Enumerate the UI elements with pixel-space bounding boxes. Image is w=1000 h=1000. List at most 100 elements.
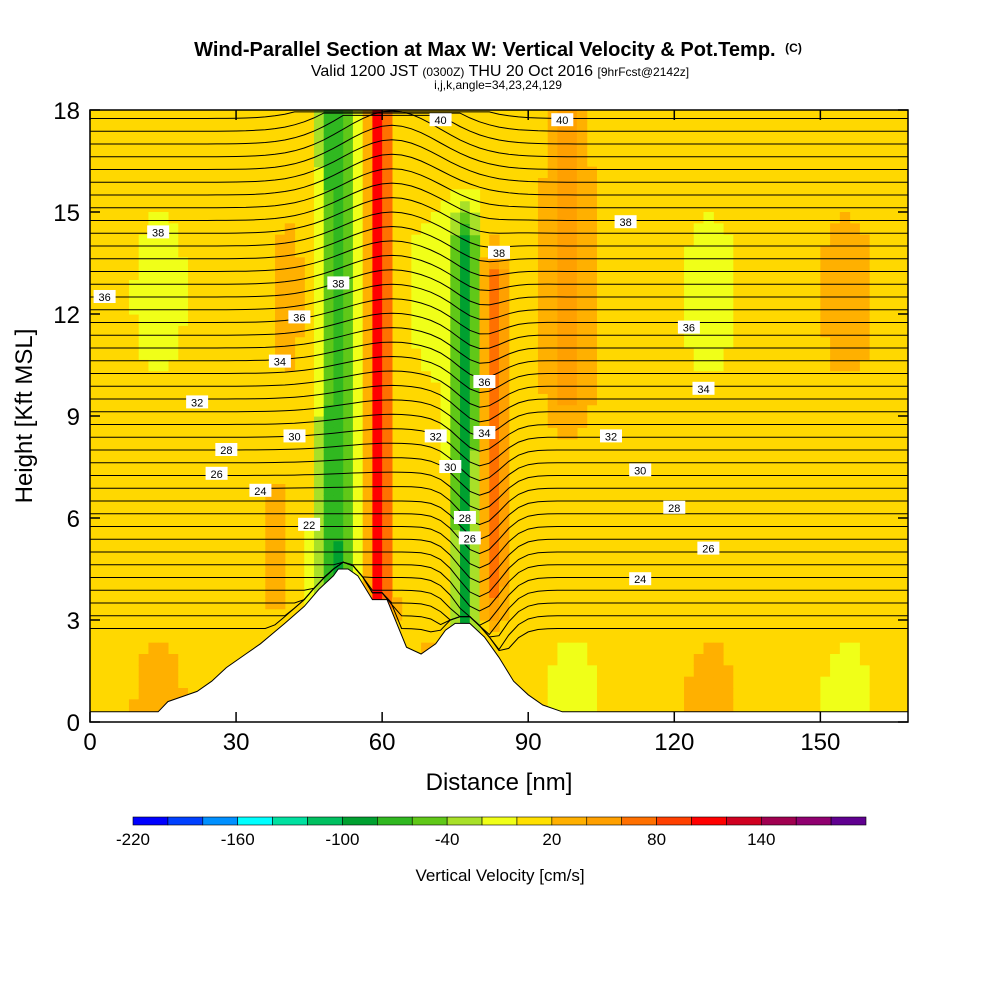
- velocity-cell: [450, 234, 461, 247]
- velocity-cell: [430, 325, 442, 338]
- velocity-cell: [372, 427, 383, 440]
- velocity-cell: [284, 336, 296, 349]
- velocity-cell: [586, 280, 597, 292]
- isentrope-line: [90, 413, 908, 452]
- velocity-cell: [313, 234, 325, 247]
- velocity-cell: [343, 382, 354, 394]
- velocity-cell: [576, 370, 588, 383]
- velocity-cell: [479, 359, 490, 372]
- velocity-cell: [382, 291, 393, 304]
- velocity-cell: [138, 676, 150, 689]
- velocity-cell: [567, 166, 578, 179]
- velocity-cell: [352, 257, 364, 270]
- velocity-cell: [703, 336, 714, 349]
- velocity-cell: [693, 223, 705, 236]
- velocity-cell: [586, 166, 597, 179]
- velocity-cell: [557, 132, 568, 145]
- velocity-cell: [479, 268, 490, 281]
- velocity-cell: [294, 268, 305, 281]
- velocity-cell: [703, 246, 714, 258]
- velocity-cell: [576, 257, 588, 270]
- velocity-cell: [440, 382, 451, 394]
- velocity-cell: [167, 688, 179, 700]
- velocity-cell: [421, 234, 432, 247]
- velocity-cell: [722, 268, 734, 281]
- velocity-cell: [275, 540, 286, 553]
- velocity-cell: [859, 665, 870, 678]
- velocity-cell: [352, 189, 364, 202]
- velocity-cell: [362, 325, 374, 338]
- isentrope-label: 32: [191, 397, 203, 409]
- velocity-cell: [430, 280, 442, 292]
- velocity-cell: [167, 234, 179, 247]
- velocity-cell: [547, 246, 559, 258]
- velocity-cell: [547, 404, 559, 417]
- velocity-cell: [333, 155, 344, 168]
- velocity-cell: [713, 302, 724, 315]
- velocity-cell: [839, 699, 851, 712]
- velocity-cell: [859, 688, 870, 700]
- velocity-cell: [382, 450, 393, 462]
- velocity-cell: [148, 348, 159, 360]
- velocity-cell: [586, 257, 597, 270]
- colorbar-swatch: [656, 816, 692, 826]
- velocity-cell: [440, 348, 451, 360]
- velocity-cell: [450, 472, 461, 485]
- velocity-cell: [567, 178, 578, 190]
- velocity-cell: [382, 370, 393, 383]
- velocity-cell: [576, 178, 588, 190]
- velocity-cell: [333, 110, 344, 122]
- velocity-cell: [489, 234, 500, 247]
- velocity-cell: [138, 280, 150, 292]
- velocity-cell: [576, 110, 588, 122]
- velocity-cell: [693, 314, 705, 326]
- velocity-cell: [830, 223, 841, 236]
- velocity-cell: [352, 280, 364, 292]
- isentrope-label: 24: [634, 574, 646, 586]
- velocity-cell: [352, 291, 364, 304]
- velocity-cell: [158, 268, 169, 281]
- velocity-cell: [362, 280, 374, 292]
- velocity-cell: [469, 461, 481, 474]
- velocity-cell: [693, 246, 705, 258]
- velocity-cell: [576, 314, 588, 326]
- velocity-cell: [313, 348, 325, 360]
- velocity-cell: [586, 212, 597, 224]
- velocity-cell: [460, 484, 471, 496]
- velocity-cell: [567, 257, 578, 270]
- velocity-cell: [567, 325, 578, 338]
- velocity-cell: [849, 268, 860, 281]
- velocity-cell: [362, 132, 374, 145]
- velocity-cell: [343, 166, 354, 179]
- isentrope-label: 36: [478, 377, 490, 389]
- velocity-cell: [304, 529, 315, 542]
- velocity-cell: [128, 302, 140, 315]
- velocity-cell: [460, 472, 471, 485]
- velocity-cell: [479, 506, 490, 519]
- velocity-cell: [450, 268, 461, 281]
- velocity-cell: [469, 620, 481, 632]
- velocity-cell: [430, 348, 442, 360]
- velocity-cell: [372, 393, 383, 406]
- velocity-cell: [469, 597, 481, 610]
- velocity-cell: [372, 291, 383, 304]
- velocity-cell: [722, 336, 734, 349]
- velocity-cell: [343, 540, 354, 553]
- velocity-cell: [567, 665, 578, 678]
- velocity-cell: [586, 223, 597, 236]
- colorbar-swatch: [237, 816, 273, 826]
- colorbar-swatch: [342, 816, 378, 826]
- velocity-cell: [839, 212, 851, 224]
- velocity-cell: [323, 438, 335, 451]
- velocity-cell: [567, 370, 578, 383]
- velocity-cell: [684, 257, 695, 270]
- velocity-cell: [343, 529, 354, 542]
- velocity-cell: [382, 540, 393, 553]
- velocity-cell: [489, 484, 500, 496]
- isentrope-label: 26: [702, 544, 714, 556]
- velocity-cell: [352, 416, 364, 428]
- velocity-cell: [586, 348, 597, 360]
- isentrope-line: [90, 428, 908, 467]
- colorbar-swatch: [272, 816, 308, 826]
- velocity-cell: [177, 268, 188, 281]
